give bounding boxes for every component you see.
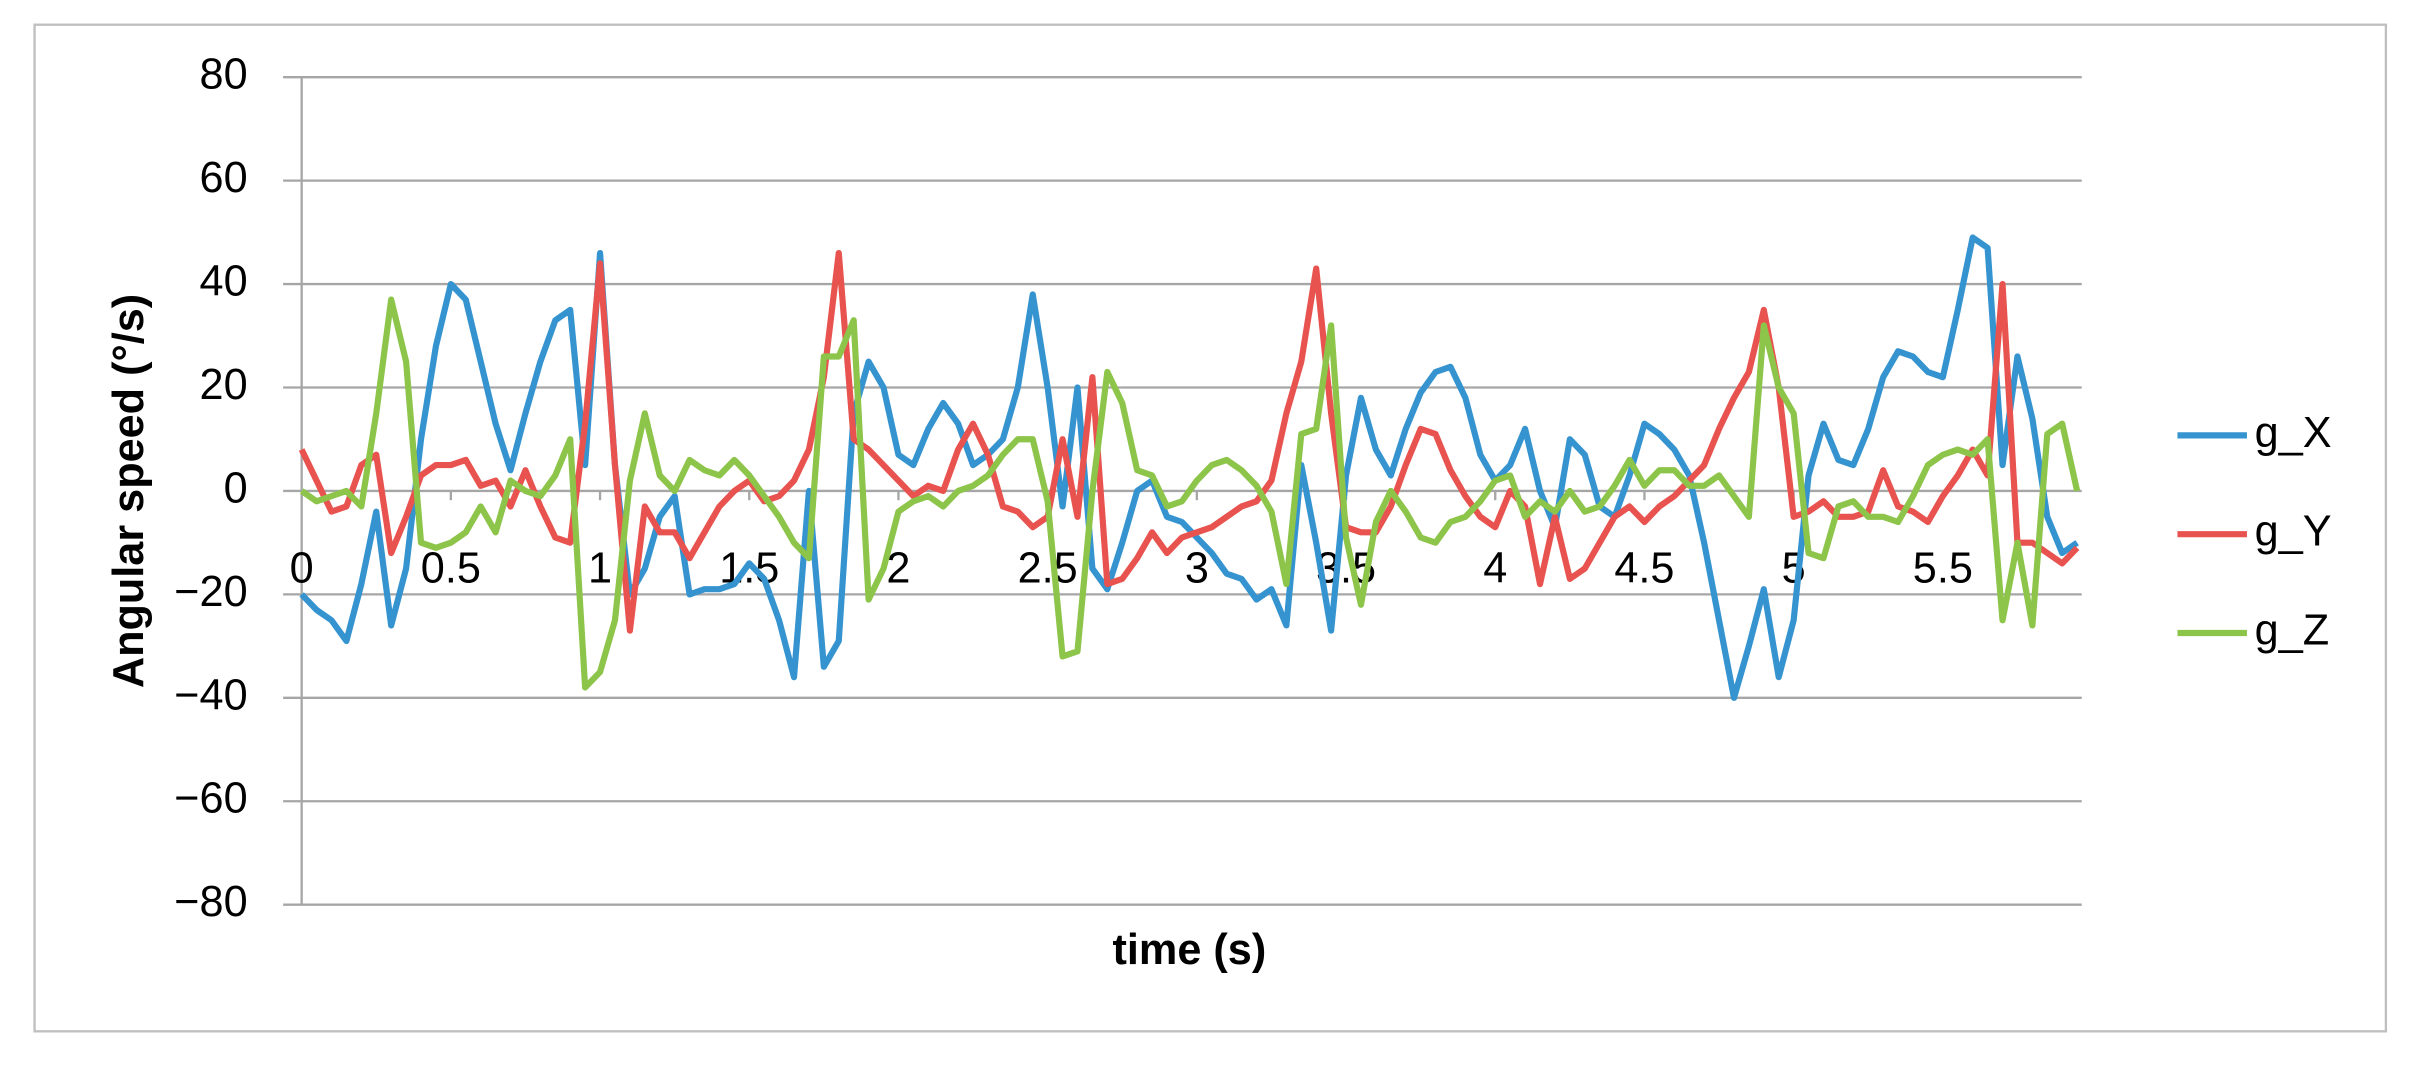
x-tick-label: 0 — [290, 545, 314, 593]
x-tick-label: 1 — [588, 545, 612, 593]
y-tick-label: −60 — [174, 775, 247, 823]
x-tick-label: 0.5 — [421, 545, 481, 593]
x-tick-label: 4 — [1483, 545, 1507, 593]
y-tick-label: 0 — [224, 464, 248, 512]
x-tick-label: 5.5 — [1913, 545, 1973, 593]
y-tick-label: −40 — [174, 671, 247, 719]
x-axis-title: time (s) — [1113, 926, 1267, 974]
legend-label: g_Z — [2255, 606, 2329, 654]
x-tick-label: 2.5 — [1018, 545, 1078, 593]
data-line — [298, 249, 2080, 634]
x-tick-label: 4.5 — [1614, 545, 1674, 593]
y-axis-title: Angular speed (°/s) — [105, 294, 153, 688]
legend-label: g_Y — [2255, 508, 2332, 556]
data-line — [299, 296, 2081, 691]
x-tick-label: 3 — [1185, 545, 1209, 593]
y-tick-label: 40 — [200, 257, 248, 305]
y-tick-label: 60 — [200, 154, 248, 202]
legend-label: g_X — [2255, 409, 2332, 457]
y-tick-label: 20 — [200, 361, 248, 409]
y-tick-label: 80 — [200, 51, 248, 99]
y-tick-label: −80 — [174, 878, 247, 926]
y-tick-label: −20 — [174, 568, 247, 616]
